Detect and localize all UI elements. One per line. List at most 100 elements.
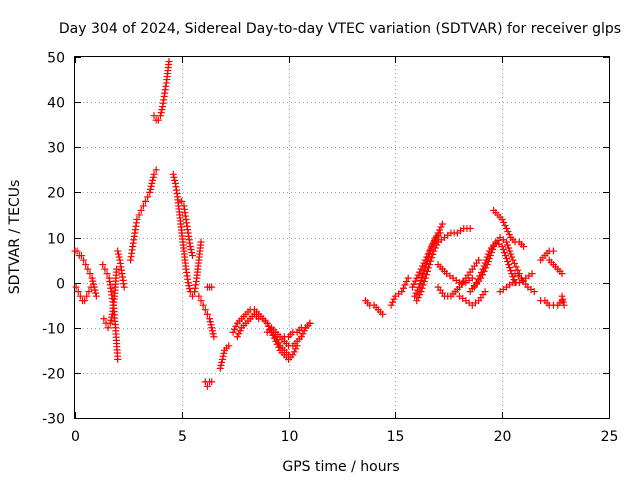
series-arc-31 bbox=[511, 270, 538, 296]
data-point bbox=[500, 249, 508, 257]
data-point bbox=[210, 333, 218, 341]
data-marks bbox=[71, 58, 568, 390]
data-point bbox=[401, 281, 409, 289]
data-point bbox=[498, 243, 506, 251]
data-point bbox=[505, 230, 513, 238]
y-tick-label: 10 bbox=[47, 232, 65, 248]
data-point bbox=[499, 246, 507, 254]
data-point bbox=[86, 270, 94, 278]
data-point bbox=[232, 322, 240, 330]
data-point bbox=[430, 247, 438, 255]
data-point bbox=[133, 215, 141, 223]
series-arc-12 bbox=[203, 283, 216, 291]
data-point bbox=[428, 254, 436, 262]
data-point bbox=[431, 244, 439, 252]
data-point bbox=[421, 263, 429, 271]
data-point bbox=[306, 319, 314, 327]
data-point bbox=[208, 324, 216, 332]
data-point bbox=[425, 264, 433, 272]
y-tick-label: 20 bbox=[47, 186, 65, 202]
data-point bbox=[416, 268, 424, 276]
data-point bbox=[158, 106, 166, 114]
data-point bbox=[413, 297, 421, 305]
data-point bbox=[139, 202, 147, 210]
data-point bbox=[297, 333, 305, 341]
data-point bbox=[414, 271, 422, 279]
data-point bbox=[411, 292, 419, 300]
data-point bbox=[436, 229, 444, 237]
data-point bbox=[170, 173, 178, 181]
data-point bbox=[165, 58, 173, 66]
series-arc-26 bbox=[455, 288, 489, 309]
y-tick-label: -30 bbox=[42, 412, 65, 428]
series-arc-8 bbox=[169, 170, 205, 300]
data-point bbox=[414, 294, 422, 302]
data-point bbox=[219, 352, 227, 360]
series-arc-4 bbox=[100, 265, 121, 332]
series-arc-30 bbox=[496, 270, 536, 296]
data-point bbox=[188, 292, 196, 300]
series-arc-34 bbox=[537, 297, 566, 309]
series-arc-21 bbox=[411, 229, 444, 300]
series-arc-2 bbox=[72, 283, 95, 305]
data-point bbox=[559, 295, 567, 303]
data-point bbox=[512, 263, 520, 271]
data-point bbox=[418, 284, 426, 292]
data-point bbox=[530, 288, 538, 296]
data-point bbox=[73, 247, 81, 255]
data-point bbox=[157, 109, 165, 117]
data-point bbox=[390, 295, 398, 303]
data-point bbox=[483, 261, 491, 269]
data-point bbox=[87, 283, 95, 291]
data-point bbox=[178, 197, 186, 205]
data-point bbox=[135, 211, 143, 219]
data-point bbox=[478, 271, 486, 279]
data-point bbox=[107, 316, 115, 324]
data-point bbox=[290, 348, 298, 356]
data-point bbox=[398, 288, 406, 296]
data-point bbox=[413, 274, 421, 282]
series-arc-14 bbox=[229, 306, 301, 363]
grid bbox=[75, 57, 609, 418]
data-point bbox=[208, 327, 216, 335]
x-axis-label: GPS time / hours bbox=[282, 459, 399, 475]
data-point bbox=[141, 197, 149, 205]
data-point bbox=[501, 252, 509, 260]
data-point bbox=[379, 310, 387, 318]
x-tick-label: 25 bbox=[601, 429, 619, 445]
series-arc-18 bbox=[361, 297, 387, 318]
series-arc-25 bbox=[434, 261, 476, 287]
data-point bbox=[197, 238, 205, 246]
data-point bbox=[218, 358, 226, 366]
data-point bbox=[114, 247, 122, 255]
data-point bbox=[486, 252, 494, 260]
data-point bbox=[431, 237, 439, 245]
ticks: 0 5 10 15 20 25 -30 -20 -10 0 10 20 30 40 50 bbox=[42, 51, 618, 446]
data-point bbox=[188, 252, 196, 260]
data-point bbox=[505, 244, 513, 252]
data-point bbox=[429, 240, 437, 248]
data-point bbox=[507, 250, 515, 258]
data-point bbox=[389, 298, 397, 306]
data-point bbox=[504, 227, 512, 235]
data-point bbox=[504, 258, 512, 266]
data-point bbox=[403, 277, 411, 285]
data-point bbox=[236, 327, 244, 335]
series-arc-17 bbox=[280, 319, 314, 341]
y-tick-label: 30 bbox=[47, 141, 65, 157]
data-point bbox=[209, 330, 217, 338]
data-point bbox=[423, 267, 431, 275]
data-point bbox=[83, 292, 91, 300]
data-point bbox=[150, 170, 158, 178]
y-axis-label: SDTVAR / TECUs bbox=[7, 180, 23, 295]
data-point bbox=[506, 247, 514, 255]
data-point bbox=[498, 215, 506, 223]
data-point bbox=[199, 301, 207, 309]
data-point bbox=[195, 292, 203, 300]
data-point bbox=[488, 249, 496, 257]
data-point bbox=[558, 292, 566, 300]
x-tick-label: 10 bbox=[281, 429, 299, 445]
data-point bbox=[468, 274, 476, 282]
data-point bbox=[217, 361, 225, 369]
data-point bbox=[559, 298, 567, 306]
